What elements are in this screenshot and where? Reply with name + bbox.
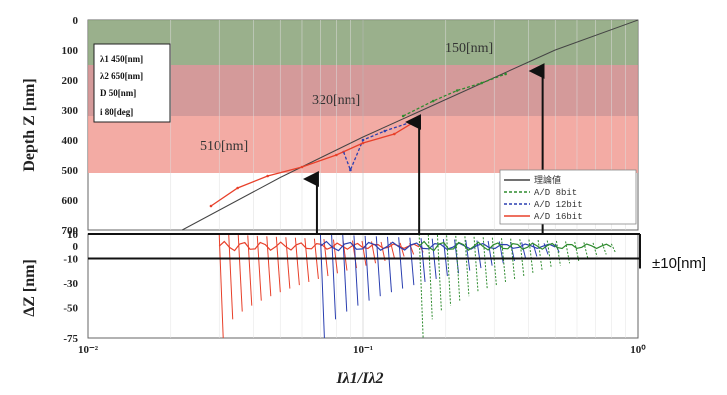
legend-frame (499, 169, 637, 225)
lower-y-axis-label: ΔZ [nm] (21, 259, 38, 317)
residual-1 (364, 235, 370, 301)
x-tick: 10⁰ (630, 344, 646, 356)
residual-0 (237, 234, 243, 312)
x-axis-label: Iλ1/Iλ2 (335, 370, 383, 387)
upper-y-ticks: 0 100 200 300 400 500 600 700 (62, 15, 79, 237)
residual-0 (256, 235, 262, 301)
upper-y-axis-label: Depth Z [nm] (21, 78, 38, 171)
residual-1 (342, 234, 348, 312)
residual-2 (473, 236, 479, 293)
residual-2 (555, 240, 561, 266)
upper-point-1 (455, 89, 459, 92)
residual-1 (420, 238, 426, 282)
residual-0 (218, 233, 224, 339)
lower-y-tick: -30 (63, 278, 78, 290)
upper-y-tick: 600 (62, 195, 79, 207)
tolerance-bracket (88, 233, 641, 269)
residual-1 (465, 239, 471, 271)
residual-2 (583, 242, 589, 259)
upper-series (181, 19, 639, 231)
legend-label-0: 理論値 (534, 174, 561, 186)
residual-0 (228, 234, 234, 320)
tolerance-label: ±10[nm] (652, 255, 706, 272)
upper-point-1 (401, 114, 405, 118)
upper-y-tick: 500 (62, 165, 79, 177)
upper-point-3 (266, 174, 269, 178)
parameter-box: λ1 450[nm] λ2 650[nm] D 50[nm] i 80[deg] (93, 43, 171, 123)
residual-2 (482, 237, 488, 289)
lower-y-tick: 0 (73, 241, 79, 253)
upper-series-0 (181, 19, 639, 231)
upper-series-3 (210, 118, 420, 207)
residual-2 (537, 239, 543, 271)
upper-point-3 (417, 117, 421, 121)
lower-y-tick: -75 (63, 333, 78, 345)
lower-y-ticks: 100-10 -30 -50 -75 (63, 229, 78, 345)
x-tick: 10⁻² (78, 344, 99, 356)
legend-items: 理論値 A/D 8bit A/D 12bit A/D 16bit (504, 174, 583, 222)
legend: 理論値 A/D 8bit A/D 12bit A/D 16bit (499, 169, 637, 225)
upper-point-3 (335, 153, 338, 157)
lower-grid (170, 234, 626, 338)
param-i: i 80[deg] (100, 107, 133, 117)
param-d: D 50[nm] (100, 88, 136, 98)
residual-2 (501, 238, 507, 282)
legend-label-2: A/D 12bit (534, 200, 583, 210)
residual-2 (436, 234, 442, 312)
residual-1 (331, 234, 337, 320)
band-label-0: 150[nm] (445, 41, 493, 56)
residual-2 (427, 234, 433, 320)
lower-y-tick: -10 (63, 253, 78, 265)
upper-y-tick: 400 (62, 135, 79, 147)
residual-0 (399, 242, 405, 257)
upper-y-tick: 100 (62, 45, 79, 57)
upper-point-1 (431, 99, 435, 103)
upper-point-2 (383, 129, 387, 133)
upper-point-3 (393, 132, 396, 136)
upper-point-1 (504, 72, 507, 76)
residual-1 (487, 240, 493, 266)
lower-y-tick: -50 (63, 302, 78, 314)
upper-y-tick: 700 (62, 225, 79, 237)
upper-point-1 (480, 81, 483, 85)
upper-point-3 (236, 186, 239, 190)
band-label-2: 510[nm] (200, 139, 248, 154)
upper-series-1 (402, 73, 506, 117)
upper-point-2 (349, 168, 352, 172)
residual-2 (592, 242, 598, 257)
residual-1 (532, 242, 538, 257)
x-ticks: 10⁻² 10⁻¹ 10⁰ (78, 344, 646, 356)
residual-1 (398, 237, 404, 289)
residual-2 (464, 236, 470, 297)
legend-label-3: A/D 16bit (534, 212, 583, 222)
lower-y-tick: 10 (67, 229, 79, 241)
residual-2 (455, 235, 461, 301)
upper-y-tick: 300 (62, 105, 79, 117)
param-lambda2: λ2 650[nm] (100, 71, 143, 81)
residual-2 (528, 239, 534, 274)
residual-line-1 (320, 240, 556, 252)
parameter-box-frame (93, 43, 171, 123)
residual-1 (319, 233, 325, 339)
upper-point-2 (361, 138, 365, 142)
x-tick: 10⁻¹ (353, 344, 373, 356)
upper-y-tick: 0 (73, 15, 79, 27)
residual-0 (304, 238, 310, 282)
upper-point-3 (361, 141, 365, 145)
legend-label-1: A/D 8bit (534, 188, 577, 198)
residual-2 (610, 243, 616, 253)
residual-0 (361, 240, 367, 266)
upper-point-3 (209, 204, 213, 208)
param-lambda1: λ1 450[nm] (100, 54, 143, 64)
residual-0 (285, 237, 291, 289)
upper-y-tick: 200 (62, 75, 79, 87)
residual-line-2 (418, 240, 612, 252)
upper-point-3 (300, 165, 304, 169)
